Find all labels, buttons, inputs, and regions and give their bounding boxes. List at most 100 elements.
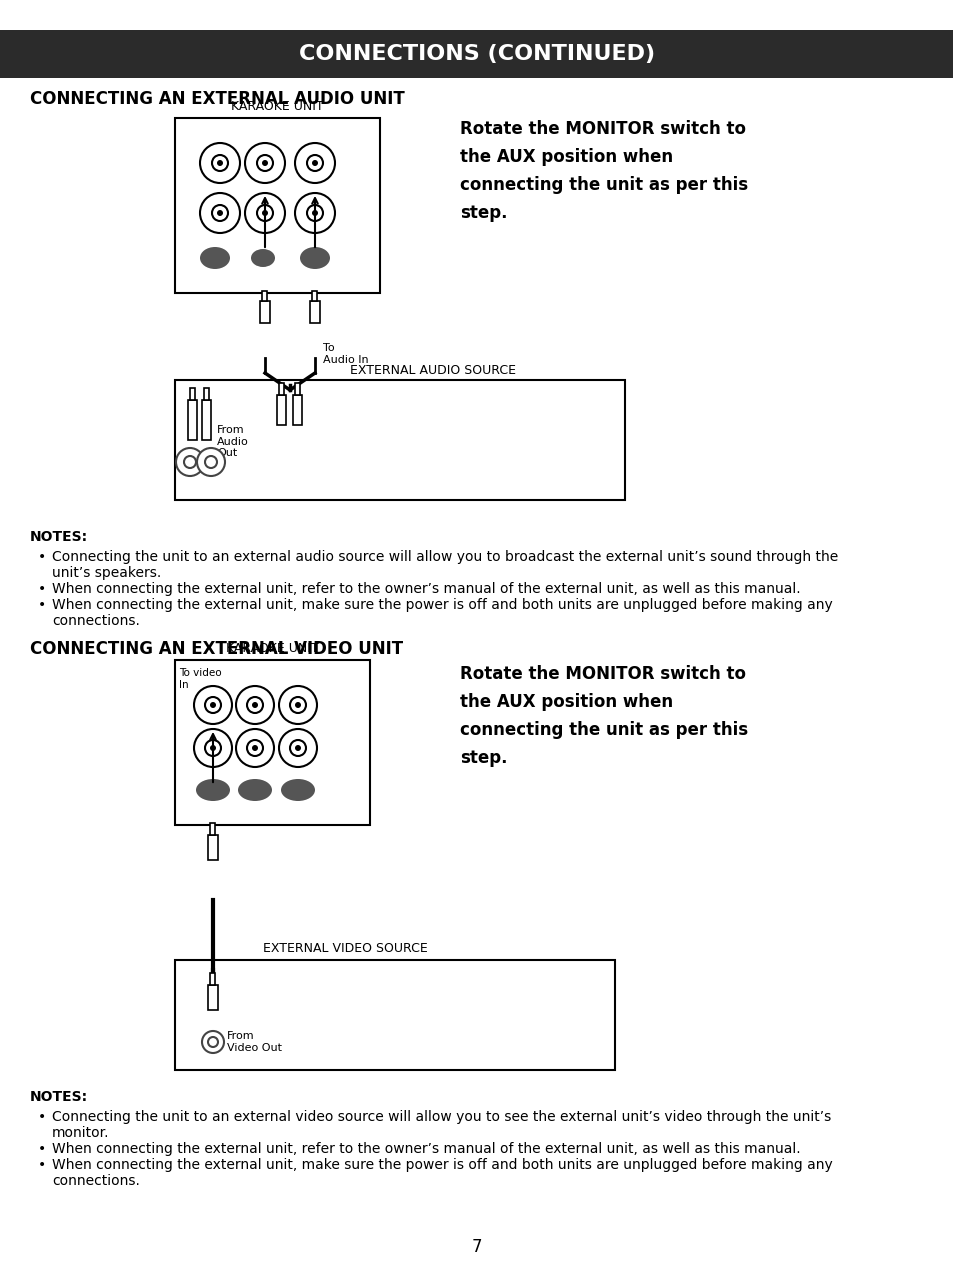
Circle shape <box>210 745 215 750</box>
Bar <box>191 388 195 399</box>
Bar <box>294 396 302 425</box>
Text: Rotate the MONITOR switch to: Rotate the MONITOR switch to <box>459 665 745 683</box>
Circle shape <box>212 205 228 221</box>
Bar <box>208 834 218 860</box>
Text: connections.: connections. <box>52 1174 140 1188</box>
Text: To video
In: To video In <box>179 668 221 689</box>
Bar <box>279 383 284 396</box>
Text: •: • <box>38 550 46 563</box>
Circle shape <box>252 702 257 709</box>
Bar <box>174 960 615 1070</box>
Circle shape <box>216 160 223 167</box>
Text: •: • <box>38 583 46 597</box>
Circle shape <box>252 745 257 750</box>
Text: •: • <box>38 598 46 612</box>
Bar <box>208 985 218 1010</box>
Ellipse shape <box>237 778 272 801</box>
Text: When connecting the external unit, make sure the power is off and both units are: When connecting the external unit, make … <box>52 598 832 612</box>
Text: monitor.: monitor. <box>52 1126 110 1140</box>
Circle shape <box>184 455 195 468</box>
Text: step.: step. <box>459 749 507 767</box>
Circle shape <box>290 740 306 756</box>
Bar <box>211 823 215 834</box>
Text: step.: step. <box>459 204 507 223</box>
Bar <box>0 31 953 78</box>
Text: KARAOKE UNIT: KARAOKE UNIT <box>226 642 318 655</box>
Ellipse shape <box>281 778 314 801</box>
Text: EXTERNAL AUDIO SOURCE: EXTERNAL AUDIO SOURCE <box>350 364 516 377</box>
Circle shape <box>307 205 323 221</box>
Text: the AUX position when: the AUX position when <box>459 148 673 167</box>
Circle shape <box>175 448 204 476</box>
Circle shape <box>312 160 317 167</box>
Bar <box>189 399 197 440</box>
Circle shape <box>235 686 274 724</box>
Circle shape <box>196 448 225 476</box>
Ellipse shape <box>251 249 274 267</box>
Ellipse shape <box>299 247 330 268</box>
Bar <box>260 301 270 323</box>
Text: When connecting the external unit, refer to the owner’s manual of the external u: When connecting the external unit, refer… <box>52 1142 800 1156</box>
Circle shape <box>294 142 335 183</box>
Text: connections.: connections. <box>52 614 140 628</box>
Text: connecting the unit as per this: connecting the unit as per this <box>459 721 747 739</box>
Bar <box>277 396 286 425</box>
Text: When connecting the external unit, refer to the owner’s manual of the external u: When connecting the external unit, refer… <box>52 583 800 597</box>
Text: Rotate the MONITOR switch to: Rotate the MONITOR switch to <box>459 120 745 137</box>
Circle shape <box>200 142 240 183</box>
Circle shape <box>307 155 323 170</box>
Circle shape <box>278 729 316 767</box>
Circle shape <box>212 155 228 170</box>
Circle shape <box>247 697 263 714</box>
Circle shape <box>205 697 221 714</box>
Text: •: • <box>38 1110 46 1124</box>
Circle shape <box>290 697 306 714</box>
Circle shape <box>262 210 268 216</box>
Circle shape <box>312 210 317 216</box>
Circle shape <box>294 702 301 709</box>
Circle shape <box>245 193 285 233</box>
Circle shape <box>262 160 268 167</box>
Circle shape <box>205 740 221 756</box>
Ellipse shape <box>195 778 230 801</box>
Bar <box>313 291 317 301</box>
Text: KARAOKE UNIT: KARAOKE UNIT <box>231 100 323 113</box>
Text: EXTERNAL VIDEO SOURCE: EXTERNAL VIDEO SOURCE <box>263 943 427 955</box>
Circle shape <box>278 686 316 724</box>
Circle shape <box>294 745 301 750</box>
Circle shape <box>200 193 240 233</box>
Circle shape <box>216 210 223 216</box>
Text: To
Audio In: To Audio In <box>323 343 368 365</box>
Text: •: • <box>38 1142 46 1156</box>
Text: unit’s speakers.: unit’s speakers. <box>52 566 161 580</box>
Text: CONNECTIONS (CONTINUED): CONNECTIONS (CONTINUED) <box>298 45 655 64</box>
Text: When connecting the external unit, make sure the power is off and both units are: When connecting the external unit, make … <box>52 1158 832 1172</box>
Circle shape <box>202 1032 224 1053</box>
Bar <box>211 973 215 985</box>
Text: CONNECTING AN EXTERNAL VIDEO UNIT: CONNECTING AN EXTERNAL VIDEO UNIT <box>30 640 403 658</box>
Text: Connecting the unit to an external audio source will allow you to broadcast the : Connecting the unit to an external audio… <box>52 550 838 563</box>
Bar <box>262 291 267 301</box>
Bar <box>202 399 212 440</box>
Bar <box>295 383 300 396</box>
Text: CONNECTING AN EXTERNAL AUDIO UNIT: CONNECTING AN EXTERNAL AUDIO UNIT <box>30 90 404 108</box>
Text: From
Video Out: From Video Out <box>227 1032 282 1053</box>
Circle shape <box>245 142 285 183</box>
Circle shape <box>256 205 273 221</box>
Circle shape <box>235 729 274 767</box>
Circle shape <box>193 686 232 724</box>
Circle shape <box>210 702 215 709</box>
Text: NOTES:: NOTES: <box>30 1090 88 1104</box>
Text: NOTES:: NOTES: <box>30 530 88 544</box>
Text: 7: 7 <box>471 1238 482 1255</box>
Bar <box>174 660 370 826</box>
Text: Connecting the unit to an external video source will allow you to see the extern: Connecting the unit to an external video… <box>52 1110 830 1124</box>
Bar <box>174 380 624 500</box>
Text: •: • <box>38 1158 46 1172</box>
Circle shape <box>205 455 216 468</box>
Ellipse shape <box>200 247 230 268</box>
Circle shape <box>247 740 263 756</box>
Bar <box>310 301 319 323</box>
Text: the AUX position when: the AUX position when <box>459 693 673 711</box>
Circle shape <box>193 729 232 767</box>
